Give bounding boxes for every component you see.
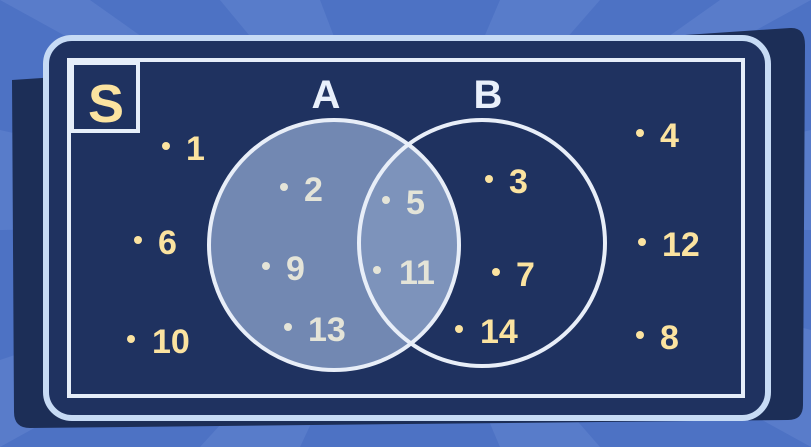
universal-label: S [88,74,124,134]
element-intersection: 5 [382,184,425,222]
svg-text:11: 11 [399,254,435,292]
svg-text:5: 5 [406,184,425,222]
element-only-b: 14 [455,313,518,351]
outside-elements: 1 6 10 4 12 8 [127,117,700,361]
element-outside: 12 [638,226,700,264]
svg-text:4: 4 [660,117,679,155]
svg-text:9: 9 [286,250,305,288]
svg-text:12: 12 [662,226,700,264]
universal-label-box [70,61,140,133]
only-b-elements: 3 7 14 [455,163,535,351]
element-outside: 10 [127,323,190,361]
svg-text:3: 3 [509,163,528,201]
intersection-elements: 5 11 [373,184,435,292]
svg-text:1: 1 [186,130,205,168]
set-a-circle [207,118,461,372]
element-outside: 6 [134,224,177,262]
svg-text:8: 8 [660,319,679,357]
element-only-a: 13 [284,311,346,349]
only-a-elements: 2 9 13 [262,171,346,349]
element-only-b: 3 [485,163,528,201]
element-only-a: 2 [280,171,323,209]
universal-set-rectangle [67,58,745,398]
element-outside: 4 [636,117,679,155]
element-outside: 1 [162,130,205,168]
set-b-label: B [474,73,503,117]
element-intersection: 11 [373,254,435,292]
element-outside: 8 [636,319,679,357]
set-b-circle [357,118,607,368]
svg-text:7: 7 [516,256,535,294]
element-only-b: 7 [492,256,535,294]
svg-text:14: 14 [480,313,518,351]
svg-text:13: 13 [308,311,346,349]
svg-text:6: 6 [158,224,177,262]
set-a-label: A [312,73,341,117]
svg-text:10: 10 [152,323,190,361]
svg-text:2: 2 [304,171,323,209]
element-only-a: 9 [262,250,305,288]
intersection-fill [359,120,459,366]
